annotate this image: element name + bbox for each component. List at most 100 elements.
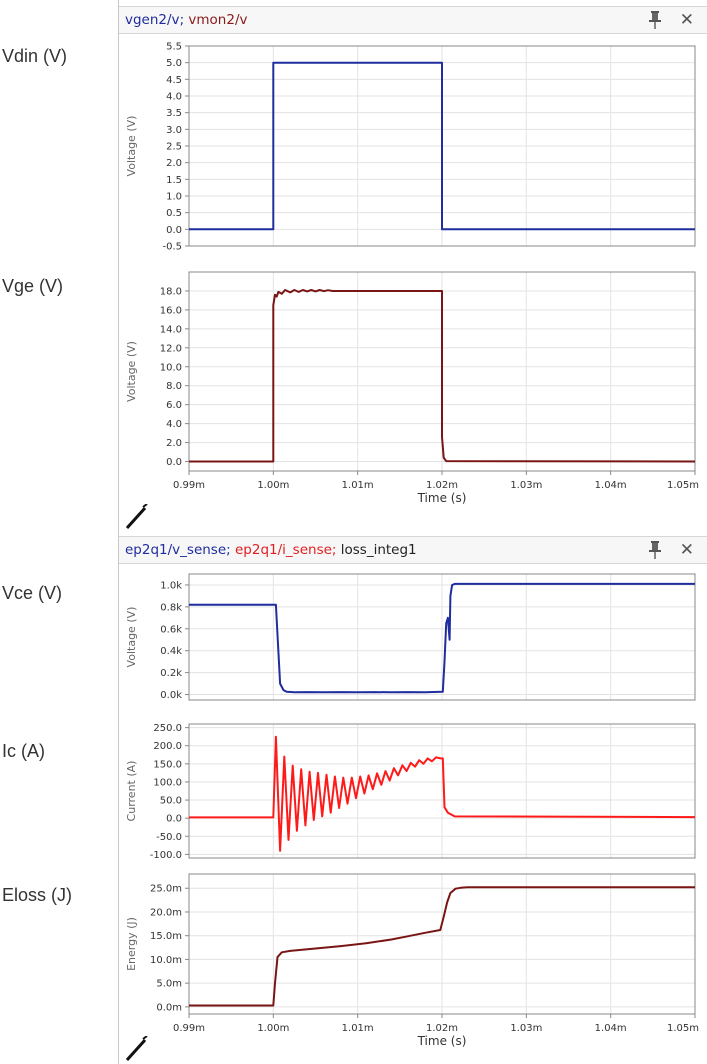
label-eloss: Eloss (J)	[2, 885, 73, 905]
y-tick-label: 4.5	[166, 75, 182, 86]
label-ic: Ic (A)	[2, 741, 45, 761]
title-part: vgen2/v	[125, 12, 180, 28]
scope-panel-2: ep2q1/v_sense; ep2q1/i_sense; loss_integ…	[118, 534, 707, 1064]
chart-vce: 1.0k 0.8k 0.6k 0.4k 0.2k 0.0k Voltage (V)	[125, 573, 696, 701]
y-tick-label: 150.0	[153, 759, 182, 770]
y-tick-label: 10.0	[160, 362, 182, 373]
y-tick-label: 0.4k	[160, 646, 182, 657]
plot-frame	[188, 573, 696, 701]
panel-1-header: vgen2/v; vmon2/v ✕	[119, 6, 707, 34]
x-tick-label: 1.00m	[257, 1023, 289, 1034]
close-icon[interactable]: ✕	[679, 540, 694, 560]
plot-frame	[188, 45, 696, 247]
y-tick-label: 4.0	[166, 92, 182, 103]
title-part: ep2q1/v_sense	[125, 542, 227, 558]
y-tick-label: 5.0m	[156, 979, 182, 990]
title-part: ep2q1/i_sense	[235, 542, 332, 558]
y-tick-label: 5.0	[166, 58, 182, 69]
y-tick-label: -50.0	[156, 832, 182, 843]
chart-ic: 250.0 200.0 150.0 100.0 50.0 0.0 -50.0 -100.0 Cu…	[125, 723, 696, 861]
x-tick-label: 1.01m	[342, 480, 374, 491]
panel-2-header: ep2q1/v_sense; ep2q1/i_sense; loss_integ…	[119, 536, 707, 564]
chart-vge: 18.0 16.0 14.0 12.0 10.0 8.0 6.0 4.0 2.0 0.0 Volta…	[125, 271, 699, 505]
y-tick-label: 0.0	[166, 457, 182, 468]
y-axis-label: Current (A)	[125, 761, 138, 822]
series-line	[189, 289, 695, 463]
title-part: vmon2/v	[188, 12, 248, 28]
y-tick-label: 5.5	[166, 42, 182, 53]
chart-eloss: 25.0m 20.0m 15.0m 10.0m 5.0m 0.0m Energy (J) 0.…	[125, 873, 699, 1048]
y-tick-label: 1.5	[166, 175, 182, 186]
pin-icon[interactable]	[648, 11, 662, 29]
y-axis-label: Voltage (V)	[125, 341, 138, 402]
y-tick-label: -100.0	[150, 850, 182, 861]
y-tick-label: 20.0m	[150, 907, 182, 918]
series-line	[189, 886, 695, 1007]
y-tick-label: 4.0	[166, 419, 182, 430]
y-axis-label: Voltage (V)	[125, 116, 138, 177]
panel-2-title: ep2q1/v_sense; ep2q1/i_sense; loss_integ…	[125, 542, 417, 558]
y-tick-label: 8.0	[166, 381, 182, 392]
y-tick-label: 12.0	[160, 343, 182, 354]
series-line	[189, 582, 695, 694]
y-tick-label: 3.0	[166, 125, 182, 136]
series-line	[189, 61, 695, 231]
title-part: ;	[226, 542, 235, 558]
y-tick-label: 250.0	[153, 723, 182, 734]
y-tick-label: 0.0k	[160, 690, 182, 701]
y-tick-label: 14.0	[160, 324, 182, 335]
x-axis-label: Time (s)	[417, 1034, 467, 1048]
pen-icon[interactable]	[125, 1036, 149, 1062]
y-tick-label: 10.0m	[150, 955, 182, 966]
x-tick-label: 1.04m	[595, 1023, 627, 1034]
y-tick-label: 16.0	[160, 305, 182, 316]
panel-1-title: vgen2/v; vmon2/v	[125, 12, 248, 28]
x-tick-label: 1.02m	[426, 480, 458, 491]
x-tick-label: 1.05m	[667, 1023, 699, 1034]
title-part: ;	[179, 12, 189, 28]
y-tick-label: 18.0	[160, 286, 182, 297]
y-tick-label: 2.5	[166, 142, 182, 153]
x-tick-label: 1.01m	[342, 1023, 374, 1034]
y-tick-label: 0.6k	[160, 624, 182, 635]
label-vdin: Vdin (V)	[2, 46, 68, 66]
y-tick-label: 50.0	[160, 796, 182, 807]
y-axis-label: Voltage (V)	[125, 607, 138, 668]
y-tick-label: 15.0m	[150, 931, 182, 942]
y-tick-label: 0.0	[166, 225, 182, 236]
y-tick-label: 2.0	[166, 438, 182, 449]
x-tick-label: 0.99m	[173, 1023, 205, 1034]
y-tick-label: 25.0m	[150, 884, 182, 895]
scope-panel-1: vgen2/v; vmon2/v ✕ 5.5 5.0 4.5 4.0 3.5 3.0 2.5…	[118, 0, 707, 534]
close-icon[interactable]: ✕	[679, 10, 694, 30]
y-tick-label: 3.5	[166, 108, 182, 119]
y-axis-label: Energy (J)	[125, 917, 138, 971]
y-tick-label: 0.2k	[160, 668, 182, 679]
y-tick-label: 1.0k	[160, 580, 182, 591]
title-part: loss_integ1	[340, 542, 417, 558]
y-tick-label: 100.0	[153, 777, 182, 788]
series-line	[189, 735, 695, 852]
x-tick-label: 0.99m	[173, 480, 205, 491]
x-tick-label: 1.03m	[510, 1023, 542, 1034]
y-tick-label: 0.0	[166, 814, 182, 825]
pin-icon[interactable]	[648, 541, 662, 559]
pen-icon[interactable]	[125, 504, 149, 530]
x-tick-label: 1.02m	[426, 1023, 458, 1034]
y-tick-label: 0.5	[166, 208, 182, 219]
plot-frame	[188, 723, 696, 859]
label-vce: Vce (V)	[2, 583, 63, 603]
x-axis-label: Time (s)	[417, 491, 467, 505]
y-tick-label: 6.0	[166, 400, 182, 411]
x-tick-label: 1.05m	[667, 480, 699, 491]
y-tick-label: 0.8k	[160, 602, 182, 613]
label-vge: Vge (V)	[2, 276, 64, 296]
y-tick-label: 200.0	[153, 741, 182, 752]
y-tick-label: 0.0m	[156, 1002, 182, 1013]
y-tick-label: 1.0	[166, 192, 182, 203]
y-tick-label: -0.5	[162, 242, 182, 253]
x-tick-label: 1.03m	[510, 480, 542, 491]
title-part: ;	[331, 542, 341, 558]
x-tick-label: 1.04m	[595, 480, 627, 491]
chart-vdin: 5.5 5.0 4.5 4.0 3.5 3.0 2.5 2.0 1.5 1.0 0.5 0.0 -0.5…	[125, 42, 696, 253]
